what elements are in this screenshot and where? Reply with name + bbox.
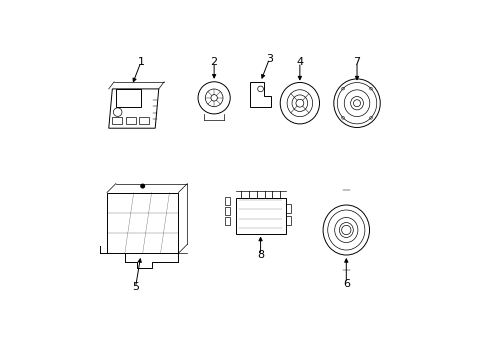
Circle shape	[141, 184, 144, 188]
Bar	[224, 197, 230, 204]
Text: 3: 3	[265, 54, 272, 64]
Bar	[285, 204, 290, 213]
Bar	[125, 117, 136, 124]
Bar	[112, 117, 122, 124]
Bar	[139, 117, 149, 124]
Bar	[285, 216, 290, 225]
Bar	[107, 193, 178, 253]
Text: 7: 7	[353, 57, 360, 67]
Bar	[224, 217, 230, 225]
Text: 8: 8	[257, 250, 264, 260]
Text: 1: 1	[137, 57, 144, 67]
Bar	[115, 89, 141, 107]
Text: 5: 5	[132, 282, 139, 292]
Text: 2: 2	[210, 57, 217, 67]
Text: 6: 6	[342, 279, 349, 289]
Text: 4: 4	[296, 57, 303, 67]
Bar	[224, 207, 230, 215]
Bar	[235, 198, 285, 234]
